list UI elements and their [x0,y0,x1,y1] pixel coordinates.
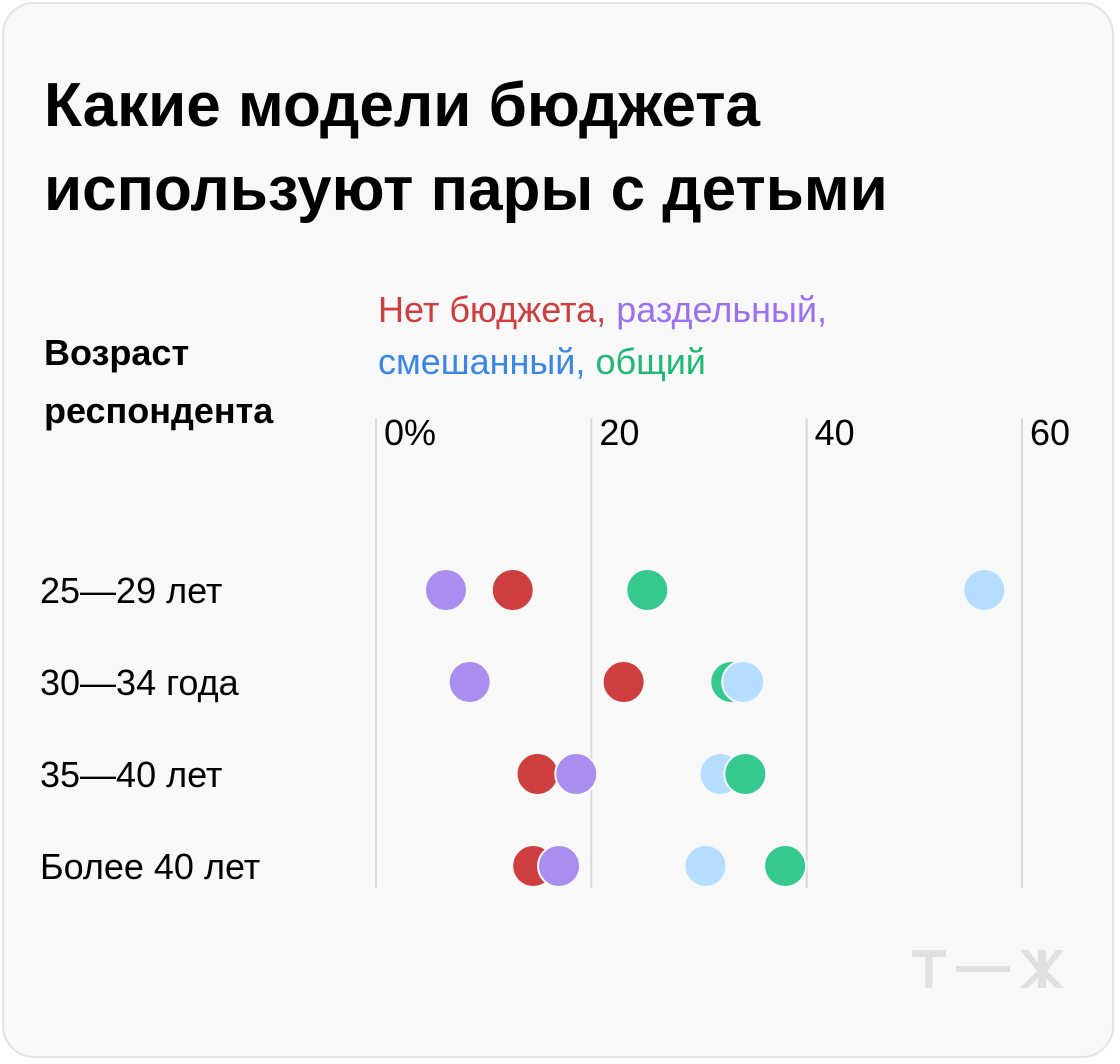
legend: Нет бюджета, раздельный, смешанный, общи… [378,284,978,388]
category-label: Более 40 лет [40,846,260,887]
legend-item-separate: раздельный, [616,289,828,330]
data-point [554,752,599,796]
legend-line-2: смешанный, общий [378,336,978,388]
category-labels: 25—29 лет 30—34 года 35—40 лет Более 40 лет [40,570,260,887]
data-point [490,568,535,612]
chart-title: Какие модели бюджета используют пары с д… [44,64,1084,232]
data-point [537,844,582,888]
y-axis-label-line-2: респондента [44,390,274,431]
data-point [721,660,766,704]
data-point [962,568,1007,612]
legend-line-1: Нет бюджета, раздельный, [378,284,978,336]
legend-item-mixed: смешанный, [378,341,586,382]
x-tick-label: 60 [1030,412,1070,453]
y-axis-label: Возраст респондента [44,324,273,440]
x-tick-labels: 0% 20 40 60 [384,412,1070,453]
data-point [423,568,468,612]
data-point [515,752,560,796]
category-label: 25—29 лет [40,570,222,611]
x-tick-label: 0% [384,412,436,453]
grid-lines [375,418,1023,888]
data-point [447,660,492,704]
category-label: 30—34 года [40,662,240,703]
x-tick-label: 40 [815,412,855,453]
data-point [625,568,670,612]
tzh-logo-icon [912,950,1064,988]
legend-item-no-budget: Нет бюджета, [378,289,607,330]
data-point [723,752,768,796]
chart-title-line-1: Какие модели бюджета [44,71,761,140]
legend-item-common: общий [595,341,706,382]
x-tick-label: 20 [599,412,639,453]
data-point [601,660,646,704]
chart-title-line-2: используют пары с детьми [44,155,888,224]
category-label: 35—40 лет [40,754,222,795]
data-point [683,844,728,888]
data-point [763,844,808,888]
data-points [423,568,1007,888]
y-axis-label-line-1: Возраст [44,332,190,373]
